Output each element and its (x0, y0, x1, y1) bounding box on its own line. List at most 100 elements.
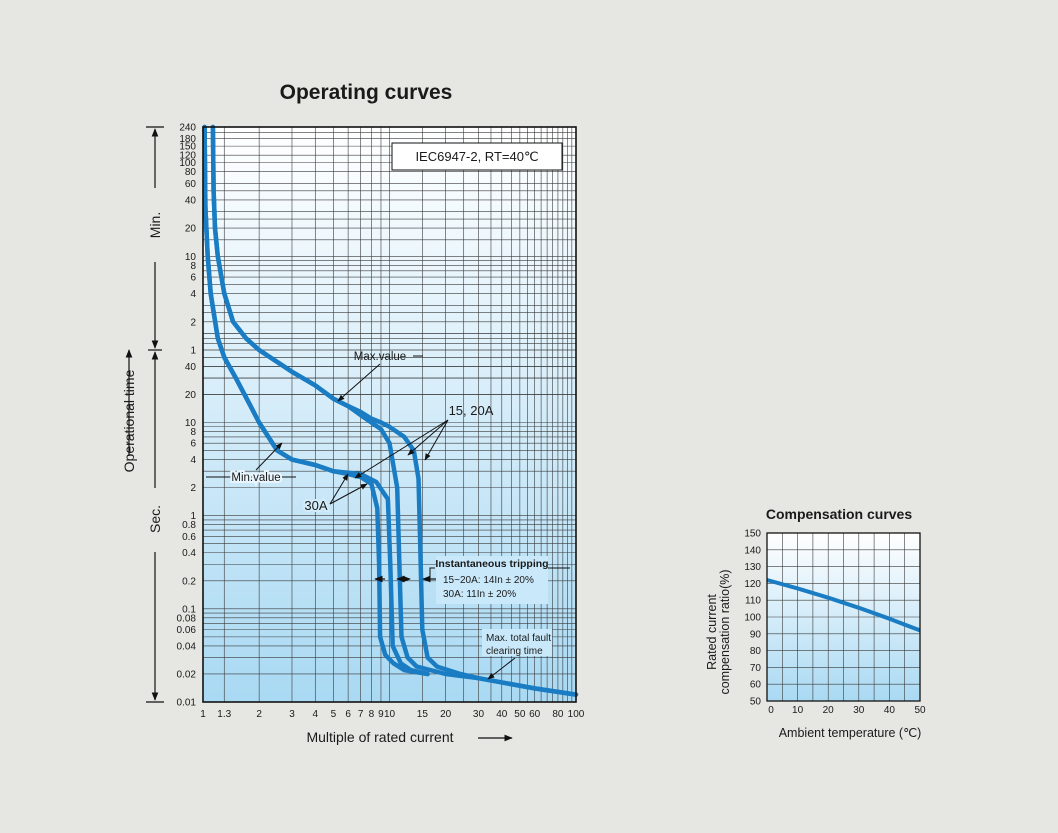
operating-x-tick-label: 1 (200, 709, 206, 720)
operating-x-tick-label: 1.3 (217, 709, 231, 720)
operating-y-tick-label: 6 (190, 439, 196, 450)
compensation-y-axis-label-2: compensation ratio(%) (718, 569, 732, 694)
compensation-y-tick-label: 70 (750, 663, 762, 674)
compensation-curve (766, 578, 921, 633)
compensation-x-axis-label: Ambient temperature (℃) (779, 726, 922, 740)
operating-plot-frame (202, 126, 577, 703)
operating-x-tick-label: 30 (473, 709, 485, 720)
compensation-plot-frame (766, 532, 921, 702)
compensation-x-tick-labels: 0 10 20 30 40 50 (768, 705, 926, 716)
operating-y-tick-label: 40 (185, 362, 197, 373)
compensation-y-tick-label: 150 (744, 529, 761, 540)
fault-line1: Max. total fault (486, 633, 551, 644)
operating-curves-chart: Operating curves 1 1.3 2 3 4 5 6 7 8 9 10 15 20 30 40 5… (121, 81, 585, 745)
compensation-y-tick-labels: 50 60 70 80 90 100 110 120 130 140 150 (744, 529, 761, 708)
operating-y-tick-label: 10 (185, 252, 197, 263)
compensation-y-tick-label: 60 (750, 680, 762, 691)
instantaneous-tripping-annotation: Instantaneous tripping 15~20A: 14In ± 20… (374, 556, 570, 604)
operating-y-tick-label: 40 (185, 195, 197, 206)
compensation-y-tick-label: 90 (750, 629, 762, 640)
compensation-x-tick-label: 10 (792, 705, 804, 716)
operating-y-tick-label: 0.08 (177, 613, 197, 624)
instantaneous-line1: 15~20A: 14In ± 20% (443, 575, 534, 586)
compensation-x-tick-label: 50 (914, 705, 926, 716)
operating-x-tick-label: 10 (384, 709, 396, 720)
operating-y-tick-label: 0.02 (177, 669, 197, 680)
y-unit-min-label: Min. (147, 212, 163, 238)
instantaneous-line2: 30A: 11In ± 20% (443, 589, 516, 600)
operating-y-tick-label: 0.06 (177, 625, 197, 636)
max-value-label: Max.value (354, 351, 406, 363)
operating-y-tick-labels: 2401801501201008060402010864214020108642… (177, 123, 197, 709)
compensation-grid (767, 532, 920, 702)
operating-x-tick-label: 2 (256, 709, 262, 720)
compensation-x-tick-label: 20 (823, 705, 835, 716)
operating-x-tick-label: 3 (289, 709, 295, 720)
operating-y-tick-label: 1 (190, 511, 196, 522)
fault-line2: clearing time (486, 646, 543, 657)
operating-y-tick-label: 4 (190, 455, 196, 466)
operating-y-tick-label: 0.8 (182, 520, 196, 531)
operating-y-tick-label: 60 (185, 179, 197, 190)
operating-y-tick-label: 20 (185, 390, 197, 401)
operating-y-tick-label: 120 (179, 151, 196, 162)
operating-y-axis-label: Operational time (121, 369, 137, 472)
operating-x-tick-label: 9 (378, 709, 384, 720)
compensation-y-axis-label-1: Rated current (705, 594, 719, 670)
compensation-y-tick-label: 50 (750, 697, 762, 708)
operating-x-tick-label: 50 (514, 709, 526, 720)
operating-x-tick-label: 7 (358, 709, 364, 720)
operating-x-tick-label: 40 (496, 709, 508, 720)
compensation-y-tick-label: 120 (744, 579, 761, 590)
operating-x-tick-label: 4 (313, 709, 319, 720)
operating-x-tick-label: 8 (369, 709, 375, 720)
operating-x-tick-label: 15 (417, 709, 429, 720)
operating-y-tick-label: 4 (190, 289, 196, 300)
compensation-x-tick-label: 0 (768, 705, 774, 716)
operating-y-tick-label: 180 (179, 134, 196, 145)
operating-y-tick-label: 8 (190, 261, 196, 272)
min-value-label: Min.value (231, 472, 280, 484)
operating-x-tick-label: 60 (529, 709, 541, 720)
max-value-arrow (337, 363, 381, 402)
operating-x-tick-label: 6 (345, 709, 351, 720)
operating-curve-line (210, 124, 579, 697)
compensation-y-tick-label: 110 (745, 596, 761, 607)
operating-y-tick-label: 80 (185, 167, 197, 178)
operating-y-tick-label: 0.04 (177, 641, 197, 652)
operating-y-tick-label: 2 (190, 483, 196, 494)
operating-y-tick-label: 0.01 (177, 698, 197, 709)
operating-x-axis-label: Multiple of rated current (306, 729, 453, 745)
compensation-y-tick-label: 100 (744, 613, 761, 624)
operating-chart-title: Operating curves (280, 81, 453, 104)
compensation-y-tick-label: 80 (750, 646, 762, 657)
operating-x-tick-label: 5 (331, 709, 337, 720)
operating-y-tick-label: 6 (190, 273, 196, 284)
operating-y-tick-label: 10 (185, 418, 197, 429)
compensation-curve-line (766, 578, 921, 633)
instantaneous-title: Instantaneous tripping (435, 558, 548, 570)
operating-y-tick-label: 150 (179, 142, 196, 153)
rating-30a-arrows (329, 473, 368, 505)
compensation-curves-chart: Compensation curves 0 10 20 30 40 50 50 60 70 80… (705, 506, 926, 740)
operating-y-tick-label: 8 (190, 427, 196, 438)
fault-clearing-annotation: Max. total fault clearing time (482, 629, 552, 680)
compensation-x-tick-label: 30 (853, 705, 865, 716)
y-unit-sec-label: Sec. (147, 505, 163, 533)
operating-y-tick-label: 20 (185, 224, 197, 235)
operating-x-tick-label: 80 (552, 709, 564, 720)
rating-15-20a-arrows (354, 419, 449, 479)
operating-y-tick-label: 240 (179, 123, 196, 134)
operating-y-tick-label: 0.4 (182, 548, 196, 559)
operating-curves (202, 124, 579, 697)
operating-y-unit-brackets (125, 126, 164, 703)
operating-x-tick-label: 20 (440, 709, 452, 720)
operating-y-tick-label: 100 (179, 158, 196, 169)
standard-label: IEC6947-2, RT=40℃ (415, 149, 538, 164)
operating-x-tick-label: 100 (568, 709, 585, 720)
operating-y-tick-label: 0.2 (182, 576, 196, 587)
compensation-x-tick-label: 40 (884, 705, 896, 716)
operating-grid (202, 126, 576, 703)
rating-15-20a-label: 15, 20A (449, 403, 494, 418)
